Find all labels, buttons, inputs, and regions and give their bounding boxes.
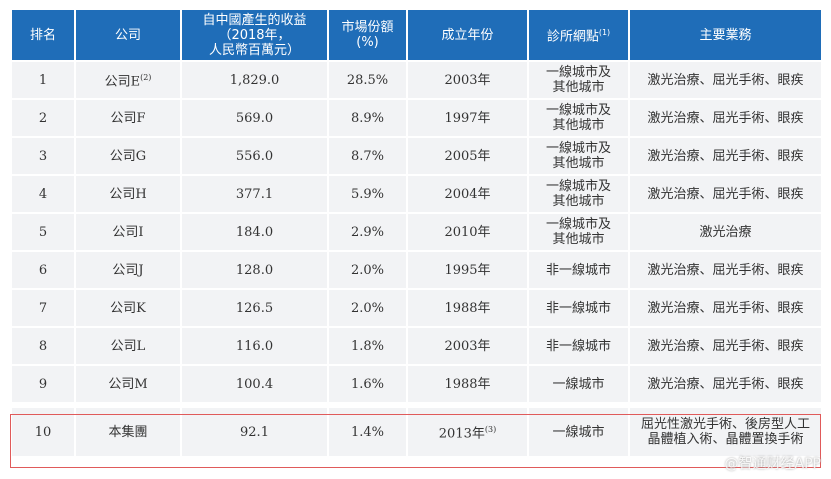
table-row: 1 公司E(2) 1,829.0 28.5% 2003年 一線城市及 其他城市 激光治療、屈光… — [10, 60, 823, 100]
cell-market-share: 5.9% — [327, 174, 408, 214]
cell-market-share: 28.5% — [327, 60, 408, 100]
cell-rank: 2 — [10, 98, 76, 138]
cell-clinic-network: 一線城市及 其他城市 — [527, 98, 630, 138]
cell-revenue: 184.0 — [180, 212, 329, 252]
table-row: 4 公司H 377.1 5.9% 2004年 一線城市及 其他城市 激光治療、屈光手術、眼疾 — [10, 174, 823, 214]
header-founded-year: 成立年份 — [406, 8, 529, 62]
cell-revenue: 100.4 — [180, 364, 329, 404]
cell-main-business: 激光治療、屈光手術、眼疾 — [628, 250, 823, 290]
cell-clinic-network: 一線城市 — [527, 406, 630, 458]
cell-revenue: 116.0 — [180, 326, 329, 366]
table-row: 8 公司L 116.0 1.8% 2003年 非一線城市 激光治療、屈光手術、眼疾 — [10, 326, 823, 366]
cell-rank: 1 — [10, 60, 76, 100]
cell-founded-year: 2003年 — [406, 60, 529, 100]
cell-main-business: 激光治療、屈光手術、眼疾 — [628, 364, 823, 404]
header-company: 公司 — [74, 8, 182, 62]
cell-market-share: 2.9% — [327, 212, 408, 252]
cell-clinic-network: 非一線城市 — [527, 326, 630, 366]
cell-revenue: 569.0 — [180, 98, 329, 138]
cell-company: 公司J — [74, 250, 182, 290]
cell-founded-year: 1988年 — [406, 364, 529, 404]
cell-revenue: 556.0 — [180, 136, 329, 176]
cell-market-share: 1.8% — [327, 326, 408, 366]
cell-rank: 10 — [10, 406, 76, 458]
cell-company: 公司K — [74, 288, 182, 328]
cell-market-share: 1.6% — [327, 364, 408, 404]
header-row: 排名 公司 自中國產生的收益 （2018年， 人民幣百萬元） 市場份額 (%) 成立年份 診所網… — [10, 8, 823, 62]
cell-clinic-network: 一線城市及 其他城市 — [527, 60, 630, 100]
cell-main-business: 屈光性激光手術、後房型人工 晶體植入術、晶體置換手術 — [628, 406, 823, 458]
header-note: (1) — [598, 28, 611, 38]
cell-main-business: 激光治療、屈光手術、眼疾 — [628, 288, 823, 328]
cell-company: 公司E(2) — [74, 60, 182, 100]
cell-founded-year: 2004年 — [406, 174, 529, 214]
cell-rank: 5 — [10, 212, 76, 252]
cell-founded-year: 2005年 — [406, 136, 529, 176]
cell-main-business: 激光治療、屈光手術、眼疾 — [628, 326, 823, 366]
cell-founded-year: 2003年 — [406, 326, 529, 366]
cell-founded-year: 2010年 — [406, 212, 529, 252]
cell-rank: 3 — [10, 136, 76, 176]
cell-clinic-network: 一線城市及 其他城市 — [527, 136, 630, 176]
cell-market-share: 2.0% — [327, 250, 408, 290]
cell-clinic-network: 一線城市及 其他城市 — [527, 174, 630, 214]
header-rank: 排名 — [10, 8, 76, 62]
table-row: 6 公司J 128.0 2.0% 1995年 非一線城市 激光治療、屈光手術、眼疾 — [10, 250, 823, 290]
header-market-share: 市場份額 (%) — [327, 8, 408, 62]
cell-revenue: 1,829.0 — [180, 60, 329, 100]
cell-market-share: 2.0% — [327, 288, 408, 328]
ranking-table: 排名 公司 自中國產生的收益 （2018年， 人民幣百萬元） 市場份額 (%) 成立年份 診所網… — [10, 8, 823, 458]
cell-main-business: 激光治療、屈光手術、眼疾 — [628, 98, 823, 138]
cell-revenue: 126.5 — [180, 288, 329, 328]
cell-main-business: 激光治療、屈光手術、眼疾 — [628, 136, 823, 176]
cell-main-business: 激光治療、屈光手術、眼疾 — [628, 174, 823, 214]
cell-rank: 6 — [10, 250, 76, 290]
header-clinic-network: 診所網點(1) — [527, 8, 630, 62]
table-row: 10 本集團 92.1 1.4% 2013年(3) 一線城市 屈光性激光手術、後房型人工 晶體… — [10, 406, 823, 458]
cell-revenue: 377.1 — [180, 174, 329, 214]
cell-founded-year: 1988年 — [406, 288, 529, 328]
cell-company: 公司F — [74, 98, 182, 138]
cell-main-business: 激光治療、屈光手術、眼疾 — [628, 60, 823, 100]
cell-company: 公司I — [74, 212, 182, 252]
cell-market-share: 1.4% — [327, 406, 408, 458]
cell-main-business: 激光治療 — [628, 212, 823, 252]
header-revenue: 自中國產生的收益 （2018年， 人民幣百萬元） — [180, 8, 329, 62]
cell-rank: 8 — [10, 326, 76, 366]
cell-company: 公司L — [74, 326, 182, 366]
cell-revenue: 128.0 — [180, 250, 329, 290]
cell-company: 公司M — [74, 364, 182, 404]
watermark: @智通财经APP — [724, 456, 821, 472]
table-row: 9 公司M 100.4 1.6% 1988年 一線城市 激光治療、屈光手術、眼疾 — [10, 364, 823, 404]
cell-market-share: 8.7% — [327, 136, 408, 176]
cell-clinic-network: 一線城市及 其他城市 — [527, 212, 630, 252]
cell-clinic-network: 非一線城市 — [527, 250, 630, 290]
table-row: 5 公司I 184.0 2.9% 2010年 一線城市及 其他城市 激光治療 — [10, 212, 823, 252]
cell-founded-year: 2013年(3) — [406, 406, 529, 458]
header-main-business: 主要業務 — [628, 8, 823, 62]
cell-founded-year: 1995年 — [406, 250, 529, 290]
cell-clinic-network: 非一線城市 — [527, 288, 630, 328]
cell-company: 本集團 — [74, 406, 182, 458]
cell-rank: 4 — [10, 174, 76, 214]
cell-revenue: 92.1 — [180, 406, 329, 458]
cell-rank: 9 — [10, 364, 76, 404]
cell-market-share: 8.9% — [327, 98, 408, 138]
cell-rank: 7 — [10, 288, 76, 328]
table-row: 7 公司K 126.5 2.0% 1988年 非一線城市 激光治療、屈光手術、眼疾 — [10, 288, 823, 328]
table-row: 3 公司G 556.0 8.7% 2005年 一線城市及 其他城市 激光治療、屈光手術、眼疾 — [10, 136, 823, 176]
cell-founded-year: 1997年 — [406, 98, 529, 138]
cell-company: 公司G — [74, 136, 182, 176]
cell-clinic-network: 一線城市 — [527, 364, 630, 404]
table-row: 2 公司F 569.0 8.9% 1997年 一線城市及 其他城市 激光治療、屈光手術、眼疾 — [10, 98, 823, 138]
cell-company: 公司H — [74, 174, 182, 214]
